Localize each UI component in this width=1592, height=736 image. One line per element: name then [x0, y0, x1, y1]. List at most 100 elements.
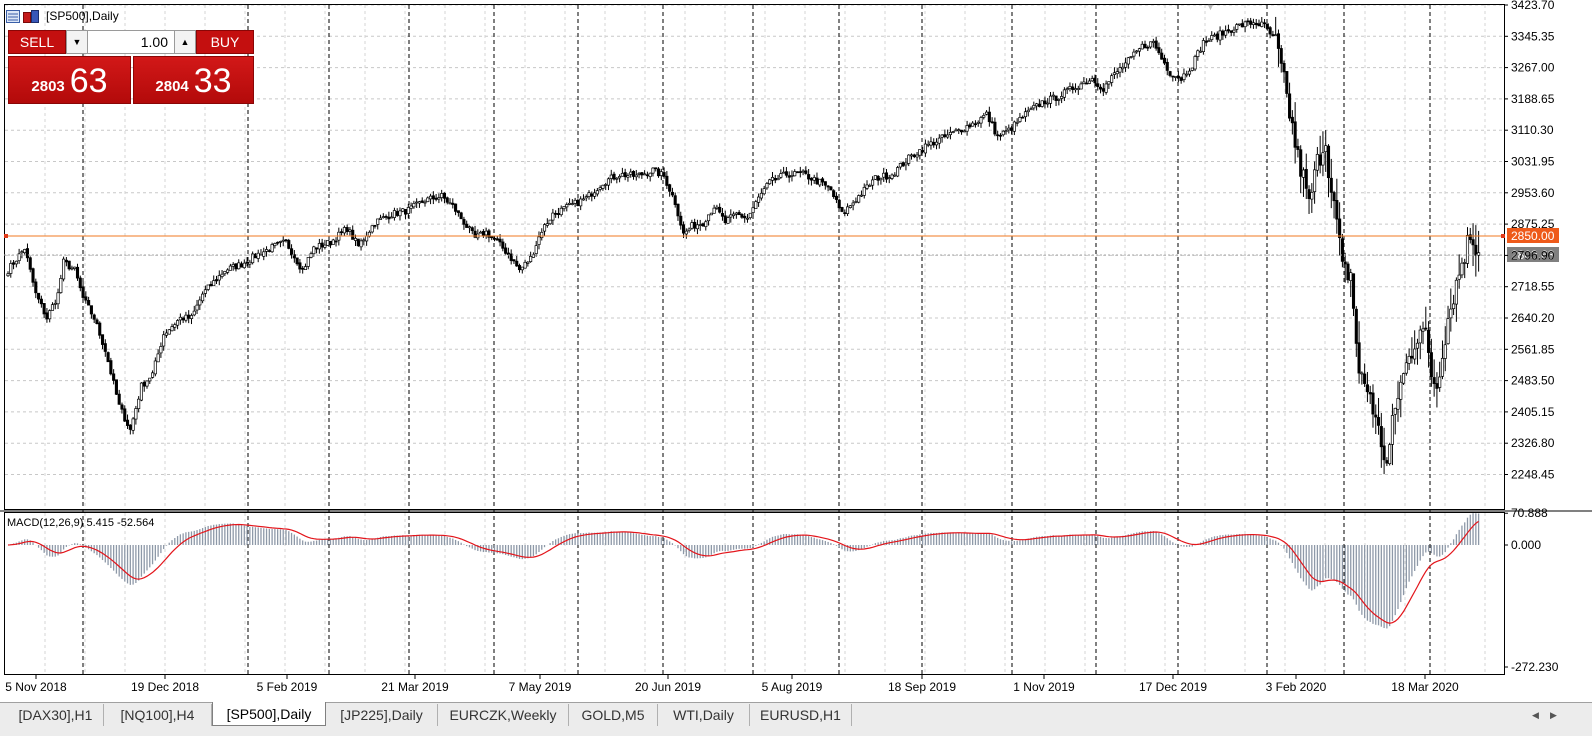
candle-body [820, 178, 825, 183]
candle-body [103, 343, 107, 352]
candle-body [734, 212, 738, 215]
candle-body [164, 332, 169, 336]
candle-body [487, 230, 491, 238]
candle-body [937, 137, 941, 144]
candle-body [873, 175, 877, 180]
candle-body [392, 210, 396, 218]
candle-body [587, 192, 591, 197]
chart-tab[interactable]: [SP500],Daily [212, 702, 326, 726]
chart-tab[interactable]: WTI,Daily [658, 704, 750, 726]
chart-tab[interactable]: EURCZK,Weekly [438, 704, 569, 726]
candle-body [231, 264, 235, 267]
candle-body [109, 360, 113, 375]
candle-body [420, 200, 424, 203]
chart-tab[interactable]: [DAX30],H1 [8, 704, 104, 726]
candle-body [356, 238, 360, 247]
price-tick-label: 2483.50 [1511, 374, 1555, 388]
candle-body [1340, 238, 1344, 262]
candle-body [965, 125, 969, 132]
candle-body [1477, 252, 1481, 256]
candle-body [1060, 96, 1064, 99]
candle-body [581, 198, 586, 201]
buy-button[interactable]: BUY [196, 30, 254, 54]
ask-price-major: 2804 [155, 78, 189, 95]
tab-scroll-left-icon[interactable]: ◀ [1532, 710, 1539, 720]
candle-body [707, 214, 711, 222]
candle-body [962, 130, 966, 133]
candle-body [262, 251, 266, 257]
candle-body [1465, 235, 1470, 264]
candle-body [248, 261, 252, 265]
candle-body [662, 172, 666, 177]
candle-body [492, 237, 497, 240]
price-tick-label: 3345.35 [1511, 29, 1555, 43]
candle-body [1307, 189, 1311, 199]
candle-body [826, 185, 830, 188]
candle-body [1057, 99, 1061, 101]
candle-body [985, 111, 989, 115]
chart-tab[interactable]: GOLD,M5 [569, 704, 658, 726]
time-tick-label: 18 Sep 2019 [888, 680, 956, 694]
main-plot-frame [4, 4, 1505, 510]
buy-price-box[interactable]: 2804 33 [133, 56, 254, 104]
sell-price-box[interactable]: 2803 63 [8, 56, 131, 104]
chart-tab[interactable]: EURUSD,H1 [750, 704, 852, 726]
candle-body [504, 247, 508, 254]
candle-body [1390, 415, 1394, 445]
chart-tab[interactable]: [NQ100],H4 [104, 704, 212, 726]
candle-body [440, 193, 444, 198]
candle-body [1215, 33, 1219, 40]
candle-body [362, 239, 366, 242]
candle-body [1240, 23, 1244, 28]
candle-body [1335, 200, 1339, 220]
candle-body [515, 260, 519, 267]
candle-body [846, 206, 850, 214]
level-price-tag [1507, 228, 1559, 243]
candle-body [1432, 377, 1436, 385]
chart-tab[interactable]: [JP225],Daily [326, 704, 438, 726]
candle-body [309, 253, 313, 258]
candle-body [1279, 48, 1283, 64]
candle-body [1407, 355, 1411, 364]
candle-body [679, 215, 683, 226]
candle-body [100, 334, 105, 345]
tab-scroll-right-icon[interactable]: ▶ [1550, 710, 1557, 720]
candle-body [395, 211, 399, 216]
candle-body [78, 277, 82, 289]
one-click-trading-icon[interactable] [23, 9, 39, 23]
candle-body [56, 292, 60, 305]
candle-body [303, 266, 308, 270]
sell-button[interactable]: SELL [8, 30, 66, 54]
candle-body [417, 201, 421, 204]
macd-indicator-label: MACD(12,26,9) 5.415 -52.564 [7, 517, 154, 529]
candle-body [815, 177, 819, 185]
level-line-handle-right[interactable] [1501, 234, 1505, 238]
candle-body [1174, 76, 1178, 78]
candle-body [459, 212, 463, 220]
candle-body [626, 175, 630, 178]
candle-body [1290, 116, 1294, 124]
candle-body [765, 183, 769, 189]
candle-body [834, 195, 838, 200]
candle-body [1171, 75, 1175, 78]
candle-body [434, 197, 438, 200]
candle-body [748, 212, 752, 219]
candle-body [1201, 40, 1205, 52]
candle-body [1176, 75, 1180, 79]
candle-body [757, 196, 761, 203]
candle-body [331, 239, 335, 245]
chart-window[interactable]: 2850.00 2803.63 MACD(12,26,9) 5.415 -52.… [0, 0, 1592, 702]
candle-body [1062, 89, 1066, 98]
lot-increase-button[interactable]: ▲ [174, 30, 196, 54]
candle-body [1296, 146, 1300, 150]
level-line-handle-left[interactable] [4, 234, 8, 238]
lot-decrease-button[interactable]: ▼ [66, 30, 88, 54]
candle-body [228, 265, 232, 271]
candle-body [918, 149, 922, 156]
candle-body [62, 258, 66, 280]
candle-body [209, 283, 213, 287]
lot-size-input[interactable] [88, 30, 174, 54]
chart-canvas[interactable]: 2850.00 2803.63 MACD(12,26,9) 5.415 -52.… [0, 0, 1592, 702]
candle-body [537, 236, 541, 245]
candle-body [1101, 88, 1105, 92]
